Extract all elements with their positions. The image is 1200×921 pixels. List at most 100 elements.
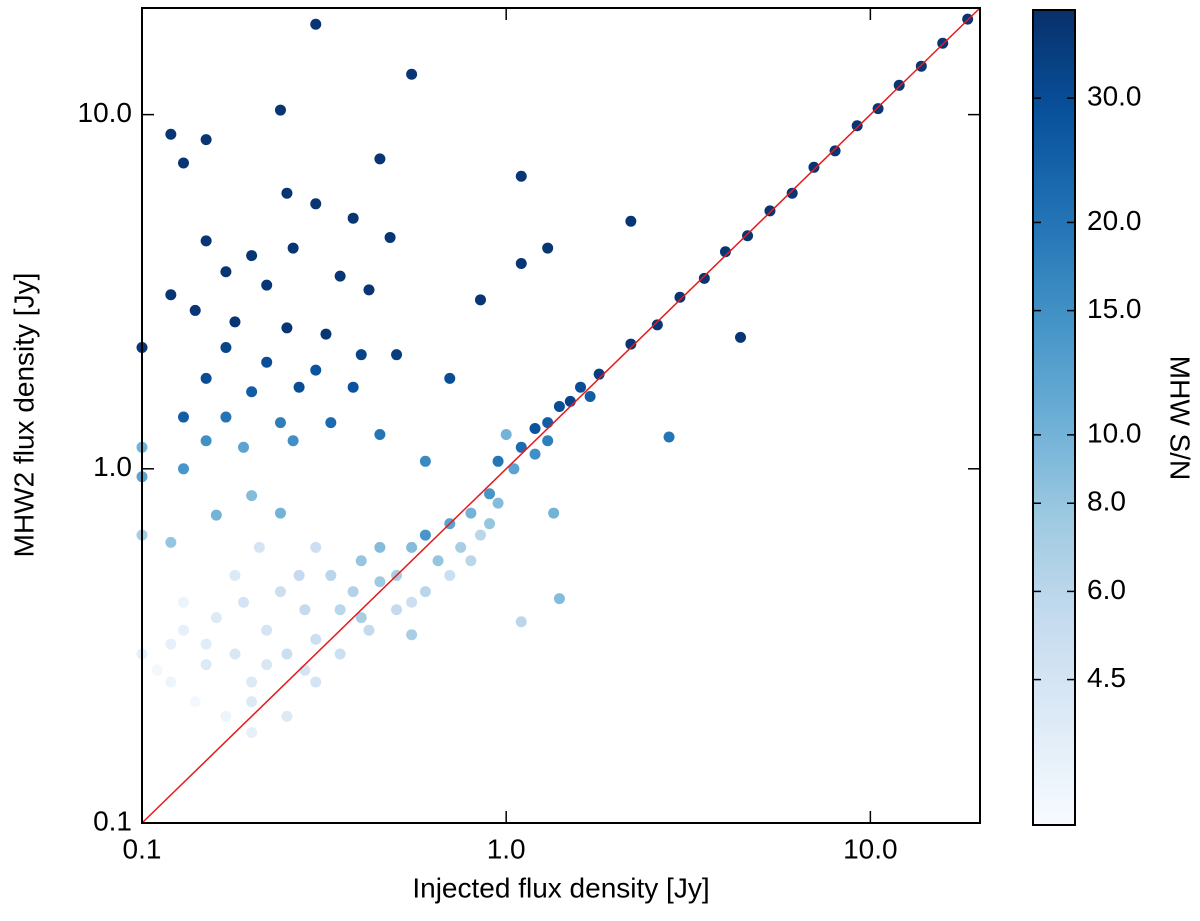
scatter-point	[281, 187, 293, 199]
scatter-point	[299, 664, 311, 676]
scatter-point	[515, 170, 527, 182]
colorbar	[1032, 9, 1076, 826]
scatter-point	[151, 664, 163, 676]
scatter-point	[229, 569, 241, 581]
scatter-point	[310, 676, 322, 688]
scatter-point	[334, 648, 346, 660]
scatter-point	[200, 435, 212, 447]
scatter-point	[374, 428, 386, 440]
scatter-point	[484, 488, 496, 500]
scatter-point	[200, 659, 212, 671]
scatter-point	[374, 576, 386, 588]
scatter-point	[553, 400, 565, 412]
scatter-point	[310, 18, 322, 30]
scatter-point	[165, 128, 177, 140]
scatter-point	[419, 529, 431, 541]
identity-line	[141, 7, 981, 824]
scatter-point	[281, 648, 293, 660]
scatter-point	[492, 497, 504, 509]
scatter-point	[575, 381, 587, 393]
scatter-point	[274, 586, 286, 598]
scatter-point	[310, 198, 322, 210]
scatter-point	[515, 441, 527, 453]
scatter-point	[465, 507, 477, 519]
scatter-point	[246, 696, 258, 708]
scatter-point	[406, 596, 418, 608]
scatter-point	[419, 586, 431, 598]
scatter-point	[674, 291, 686, 303]
scatter-point	[529, 448, 541, 460]
scatter-point	[542, 417, 554, 429]
scatter-point	[593, 368, 605, 380]
scatter-point	[584, 391, 596, 403]
scatter-point	[310, 633, 322, 645]
scatter-point	[229, 648, 241, 660]
scatter-point	[355, 612, 367, 624]
colorbar-label: MHW S/N	[1165, 356, 1196, 480]
scatter-point	[220, 342, 232, 354]
y-tick-label: 10.0	[78, 97, 133, 128]
scatter-point	[334, 270, 346, 282]
scatter-point	[384, 231, 396, 243]
scatter-point	[500, 428, 512, 440]
scatter-point	[261, 659, 273, 671]
scatter-point	[200, 372, 212, 384]
scatter-point	[406, 629, 418, 641]
scatter-point	[261, 279, 273, 291]
colorbar-tick-label: 8.0	[1087, 486, 1126, 517]
scatter-point	[334, 604, 346, 616]
scatter-point	[786, 187, 798, 199]
x-axis-label: Injected flux density [Jy]	[412, 872, 709, 903]
scatter-point	[220, 411, 232, 423]
scatter-point	[363, 624, 375, 636]
scatter-point	[851, 120, 863, 132]
scatter-point	[274, 104, 286, 116]
scatter-point	[808, 161, 820, 173]
scatter-point	[529, 422, 541, 434]
colorbar-tick-label: 6.0	[1087, 574, 1126, 605]
scatter-point	[391, 604, 403, 616]
scatter-point	[320, 328, 332, 340]
scatter-point	[444, 372, 456, 384]
colorbar-tick-label: 10.0	[1087, 417, 1142, 448]
scatter-point	[310, 541, 322, 553]
scatter-point	[210, 509, 222, 521]
scatter-point	[189, 304, 201, 316]
scatter-point	[310, 364, 322, 376]
scatter-point	[246, 490, 258, 502]
scatter-point	[355, 349, 367, 361]
scatter-point	[625, 338, 637, 350]
scatter-point	[200, 638, 212, 650]
scatter-point	[651, 319, 663, 331]
scatter-point	[625, 215, 637, 227]
scatter-point	[406, 541, 418, 553]
scatter-point	[432, 555, 444, 567]
scatter-point	[246, 676, 258, 688]
scatter-point	[374, 541, 386, 553]
scatter-point	[177, 157, 189, 169]
scatter-point	[177, 411, 189, 423]
scatter-point	[872, 103, 884, 115]
scatter-point	[474, 294, 486, 306]
scatter-point	[325, 417, 337, 429]
scatter-point	[508, 463, 520, 475]
scatter-point	[165, 676, 177, 688]
scatter-point	[363, 284, 375, 296]
scatter-point	[281, 710, 293, 722]
x-tick-label: 10.0	[843, 833, 898, 864]
scatter-point	[663, 431, 675, 443]
scatter-point	[455, 541, 467, 553]
scatter-point	[548, 507, 560, 519]
scatter-point	[542, 435, 554, 447]
scatter-point	[444, 569, 456, 581]
scatter-point	[553, 593, 565, 605]
scatter-point	[355, 555, 367, 567]
scatter-point	[246, 250, 258, 262]
scatter-point	[220, 710, 232, 722]
scatter-point	[210, 612, 222, 624]
scatter-point	[893, 79, 905, 91]
scatter-point	[293, 569, 305, 581]
colorbar-tick-label: 15.0	[1087, 293, 1142, 324]
scatter-point	[253, 541, 265, 553]
